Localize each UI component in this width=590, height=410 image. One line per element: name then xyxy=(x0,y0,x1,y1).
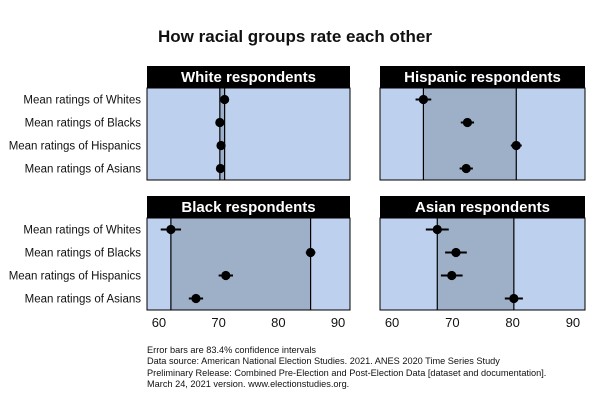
x-tick-label: 80 xyxy=(271,315,285,330)
data-point xyxy=(305,247,316,258)
note-line: Preliminary Release: Combined Pre-Electi… xyxy=(147,367,547,378)
panel-header xyxy=(380,66,585,88)
note-line: Data source: American National Election … xyxy=(147,356,500,367)
x-tick-label: 70 xyxy=(211,315,225,330)
note-line: Error bars are 83.4% confidence interval… xyxy=(147,345,317,355)
data-point xyxy=(221,270,231,281)
data-point xyxy=(511,140,521,151)
range-band xyxy=(437,218,514,310)
data-point xyxy=(461,163,471,174)
panel-asian-respondents: Asian respondents 60 70 80 90 xyxy=(379,196,586,330)
data-point xyxy=(191,293,201,304)
row-label: Mean ratings of Whites xyxy=(23,95,141,107)
data-point xyxy=(418,94,429,105)
panel-title: White respondents xyxy=(181,69,316,86)
range-band xyxy=(423,88,517,180)
data-point xyxy=(215,163,226,174)
data-point xyxy=(509,293,519,304)
plot-frame xyxy=(146,217,351,311)
panel-black-respondents: Black respondents Mean ratings of Whites M… xyxy=(9,196,351,330)
data-point xyxy=(220,94,230,105)
row-label: Mean ratings of Asians xyxy=(25,164,142,176)
row-label: Mean ratings of Blacks xyxy=(25,118,142,130)
x-tick-label: 60 xyxy=(385,315,399,330)
range-band xyxy=(170,218,311,310)
x-tick-label: 60 xyxy=(152,315,166,330)
data-point xyxy=(451,247,461,258)
chart-notes: Error bars are 83.4% confidence interval… xyxy=(147,345,546,390)
panel-title: Hispanic respondents xyxy=(404,69,561,86)
row-label: Mean ratings of Hispanics xyxy=(9,141,142,153)
panel-header xyxy=(380,196,585,218)
panel-hispanic-respondents: Hispanic respondents xyxy=(379,66,586,181)
data-point xyxy=(166,224,176,235)
panel-header xyxy=(147,196,350,218)
note-line: March 24, 2021 version. www.electionstud… xyxy=(147,378,350,389)
row-label: Mean ratings of Hispanics xyxy=(9,271,142,283)
x-tick-label: 80 xyxy=(505,315,519,330)
x-tick-label: 90 xyxy=(566,315,580,330)
plot-frame xyxy=(379,87,586,181)
range-band xyxy=(219,88,225,180)
data-point xyxy=(432,224,442,235)
row-label: Mean ratings of Whites xyxy=(23,225,141,237)
panel-title: Black respondents xyxy=(181,199,315,216)
panel-header xyxy=(147,66,350,88)
plot-frame xyxy=(379,217,586,311)
plot-frame xyxy=(146,87,351,181)
chart-title: How racial groups rate each other xyxy=(158,27,432,46)
panel-white-respondents: White respondents Mean ratings of Whites M… xyxy=(9,66,351,181)
data-point xyxy=(215,117,225,128)
plot-background xyxy=(147,88,350,180)
data-point xyxy=(216,140,226,151)
row-label: Mean ratings of Blacks xyxy=(25,248,142,260)
row-label: Mean ratings of Asians xyxy=(25,294,142,306)
data-point xyxy=(447,270,457,281)
data-point xyxy=(462,117,473,128)
x-tick-label: 90 xyxy=(331,315,345,330)
x-tick-label: 70 xyxy=(445,315,459,330)
panel-title: Asian respondents xyxy=(415,199,550,216)
